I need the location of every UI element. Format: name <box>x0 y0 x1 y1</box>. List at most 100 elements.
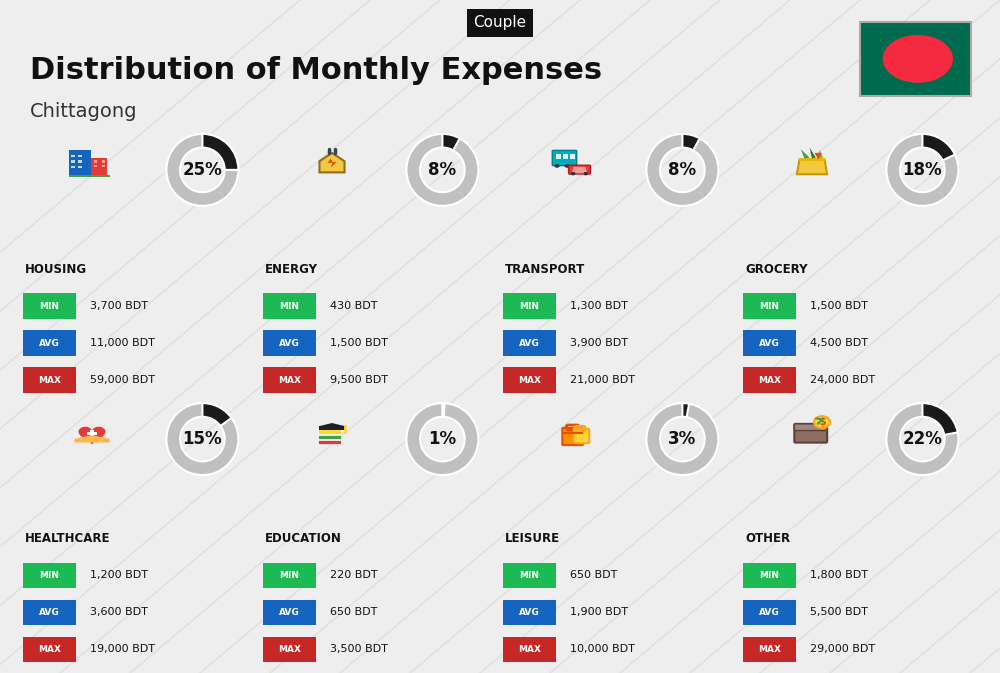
Text: ENERGY: ENERGY <box>265 262 318 276</box>
FancyBboxPatch shape <box>71 160 75 163</box>
Text: 18%: 18% <box>903 161 942 179</box>
FancyBboxPatch shape <box>87 432 97 435</box>
Wedge shape <box>202 403 232 426</box>
Wedge shape <box>922 134 955 160</box>
FancyBboxPatch shape <box>743 563 796 588</box>
FancyBboxPatch shape <box>318 429 341 434</box>
Polygon shape <box>78 427 106 445</box>
Text: Couple: Couple <box>473 15 527 30</box>
Text: MIN: MIN <box>39 571 59 580</box>
Text: 650 BDT: 650 BDT <box>570 571 617 580</box>
Text: 430 BDT: 430 BDT <box>330 302 377 311</box>
Circle shape <box>814 416 830 428</box>
Text: Distribution of Monthly Expenses: Distribution of Monthly Expenses <box>30 56 602 85</box>
Polygon shape <box>809 147 816 158</box>
Text: AVG: AVG <box>759 608 780 617</box>
Wedge shape <box>682 134 700 150</box>
FancyBboxPatch shape <box>263 600 316 625</box>
FancyBboxPatch shape <box>69 175 110 177</box>
FancyBboxPatch shape <box>552 150 577 166</box>
FancyBboxPatch shape <box>94 160 97 163</box>
Text: MIN: MIN <box>519 302 539 311</box>
Text: 10,000 BDT: 10,000 BDT <box>570 645 634 654</box>
Text: GROCERY: GROCERY <box>745 262 808 276</box>
Text: 24,000 BDT: 24,000 BDT <box>810 376 875 385</box>
FancyBboxPatch shape <box>743 330 796 356</box>
Wedge shape <box>886 403 958 475</box>
Wedge shape <box>406 134 478 206</box>
FancyBboxPatch shape <box>23 293 76 319</box>
Polygon shape <box>319 153 345 172</box>
FancyBboxPatch shape <box>78 166 82 168</box>
Polygon shape <box>327 158 337 168</box>
FancyBboxPatch shape <box>263 293 316 319</box>
FancyBboxPatch shape <box>318 435 341 439</box>
Polygon shape <box>318 423 346 430</box>
Text: MAX: MAX <box>38 645 61 654</box>
FancyBboxPatch shape <box>570 154 575 159</box>
Text: MIN: MIN <box>279 302 299 311</box>
FancyBboxPatch shape <box>794 424 827 443</box>
FancyBboxPatch shape <box>23 367 76 393</box>
FancyBboxPatch shape <box>263 563 316 588</box>
Text: 8%: 8% <box>668 161 696 179</box>
Text: AVG: AVG <box>279 608 300 617</box>
Wedge shape <box>166 403 238 475</box>
FancyBboxPatch shape <box>503 367 556 393</box>
FancyBboxPatch shape <box>94 165 97 167</box>
Wedge shape <box>922 403 958 435</box>
FancyBboxPatch shape <box>503 637 556 662</box>
Text: 3,700 BDT: 3,700 BDT <box>90 302 148 311</box>
FancyBboxPatch shape <box>263 330 316 356</box>
Text: AVG: AVG <box>39 608 60 617</box>
Text: 29,000 BDT: 29,000 BDT <box>810 645 875 654</box>
Text: MAX: MAX <box>518 645 541 654</box>
Text: 1%: 1% <box>428 430 456 448</box>
Text: 8%: 8% <box>428 161 456 179</box>
FancyBboxPatch shape <box>318 439 341 444</box>
Text: MIN: MIN <box>519 571 539 580</box>
Text: 3%: 3% <box>668 430 697 448</box>
Circle shape <box>883 36 952 82</box>
FancyBboxPatch shape <box>102 160 105 163</box>
Polygon shape <box>572 167 587 174</box>
Polygon shape <box>815 153 822 160</box>
Text: Chittagong: Chittagong <box>30 102 138 120</box>
Wedge shape <box>406 403 478 475</box>
FancyBboxPatch shape <box>23 600 76 625</box>
Text: 3,900 BDT: 3,900 BDT <box>570 339 628 348</box>
FancyBboxPatch shape <box>78 155 82 157</box>
FancyBboxPatch shape <box>263 367 316 393</box>
Text: MAX: MAX <box>278 376 301 385</box>
Text: 5,500 BDT: 5,500 BDT <box>810 608 867 617</box>
FancyBboxPatch shape <box>503 563 556 588</box>
Text: 15%: 15% <box>183 430 222 448</box>
Text: MIN: MIN <box>759 571 779 580</box>
FancyBboxPatch shape <box>794 424 827 431</box>
FancyBboxPatch shape <box>71 155 75 157</box>
Text: 3,500 BDT: 3,500 BDT <box>330 645 387 654</box>
FancyBboxPatch shape <box>799 158 825 162</box>
Text: HOUSING: HOUSING <box>25 262 87 276</box>
FancyBboxPatch shape <box>69 150 91 176</box>
FancyBboxPatch shape <box>563 154 568 159</box>
Text: MIN: MIN <box>39 302 59 311</box>
Circle shape <box>554 164 559 168</box>
Text: 1,900 BDT: 1,900 BDT <box>570 608 628 617</box>
Text: OTHER: OTHER <box>745 532 790 545</box>
Text: MAX: MAX <box>518 376 541 385</box>
Text: 9,500 BDT: 9,500 BDT <box>330 376 388 385</box>
Text: 1,300 BDT: 1,300 BDT <box>570 302 627 311</box>
Wedge shape <box>166 134 238 206</box>
FancyBboxPatch shape <box>23 637 76 662</box>
Polygon shape <box>74 435 110 443</box>
FancyBboxPatch shape <box>569 165 590 174</box>
Text: 22%: 22% <box>902 430 942 448</box>
Text: MIN: MIN <box>279 571 299 580</box>
Text: MIN: MIN <box>759 302 779 311</box>
Text: EDUCATION: EDUCATION <box>265 532 342 545</box>
FancyBboxPatch shape <box>78 160 82 163</box>
Text: 220 BDT: 220 BDT <box>330 571 377 580</box>
Polygon shape <box>801 149 809 158</box>
Text: 1,500 BDT: 1,500 BDT <box>330 339 387 348</box>
